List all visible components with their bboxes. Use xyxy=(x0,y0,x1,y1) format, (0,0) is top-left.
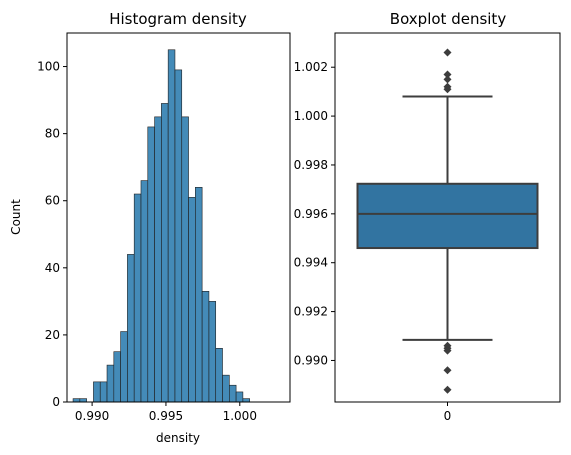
histogram-bar xyxy=(243,399,250,402)
histogram-panel: Histogram density 0.990 0.995 1.000 0 20 40 6… xyxy=(9,10,290,445)
histogram-bar xyxy=(202,291,209,402)
histogram-bar xyxy=(229,385,236,402)
y-tick-label: 80 xyxy=(45,127,60,141)
boxplot-x-ticks: 0 xyxy=(444,402,452,423)
histogram-bar xyxy=(195,187,202,402)
histogram-bar xyxy=(168,50,175,402)
y-tick-label: 60 xyxy=(45,194,60,208)
histogram-bar xyxy=(134,194,141,402)
histogram-y-ticks: 0 20 40 60 80 100 xyxy=(37,60,67,409)
histogram-bar xyxy=(93,382,100,402)
boxplot-title: Boxplot density xyxy=(390,10,507,28)
histogram-bar xyxy=(189,197,196,402)
histogram-x-ticks: 0.990 0.995 1.000 xyxy=(75,402,257,423)
outlier-point xyxy=(444,386,452,394)
y-tick-label: 0.998 xyxy=(294,158,328,172)
x-tick-label: 0 xyxy=(444,409,452,423)
x-tick-label: 1.000 xyxy=(223,409,257,423)
y-tick-label: 0.992 xyxy=(294,305,328,319)
histogram-bar xyxy=(114,352,121,402)
histogram-bar xyxy=(223,375,230,402)
histogram-bar xyxy=(100,382,107,402)
histogram-bar xyxy=(182,117,189,402)
histogram-bar xyxy=(141,181,148,402)
histogram-bar xyxy=(216,348,223,402)
x-tick-label: 0.990 xyxy=(75,409,109,423)
histogram-bar xyxy=(107,365,114,402)
y-tick-label: 100 xyxy=(37,60,60,74)
histogram-bar xyxy=(127,254,134,402)
histogram-bar xyxy=(175,70,182,402)
iqr-box xyxy=(358,184,538,248)
histogram-bar xyxy=(209,301,216,402)
y-tick-label: 20 xyxy=(45,328,60,342)
histogram-bar xyxy=(121,332,128,402)
histogram-x-axis-label: density xyxy=(156,431,200,445)
histogram-bar xyxy=(155,117,162,402)
histogram-y-axis-label: Count xyxy=(9,199,23,235)
histogram-bar xyxy=(80,399,87,402)
y-tick-label: 1.002 xyxy=(294,60,328,74)
y-tick-label: 0.994 xyxy=(294,256,328,270)
outlier-point xyxy=(444,75,452,83)
histogram-bar xyxy=(73,399,80,402)
boxplot-elements xyxy=(358,49,538,394)
y-tick-label: 40 xyxy=(45,261,60,275)
y-tick-label: 0 xyxy=(52,395,60,409)
boxplot-panel: Boxplot density 0 0.9900.9920.9940.9960.… xyxy=(294,10,560,423)
y-tick-label: 1.000 xyxy=(294,109,328,123)
histogram-bars xyxy=(73,50,250,402)
outlier-point xyxy=(444,366,452,374)
x-tick-label: 0.995 xyxy=(149,409,183,423)
outlier-point xyxy=(444,49,452,57)
histogram-bar xyxy=(148,127,155,402)
y-tick-label: 0.990 xyxy=(294,353,328,367)
boxplot-y-ticks: 0.990 0.992 0.994 0.996 0.998 1.000 1.002 xyxy=(294,60,335,367)
histogram-bar xyxy=(236,392,243,402)
y-tick-label: 0.996 xyxy=(294,207,328,221)
histogram-bar xyxy=(161,103,168,402)
histogram-title: Histogram density xyxy=(109,10,247,28)
